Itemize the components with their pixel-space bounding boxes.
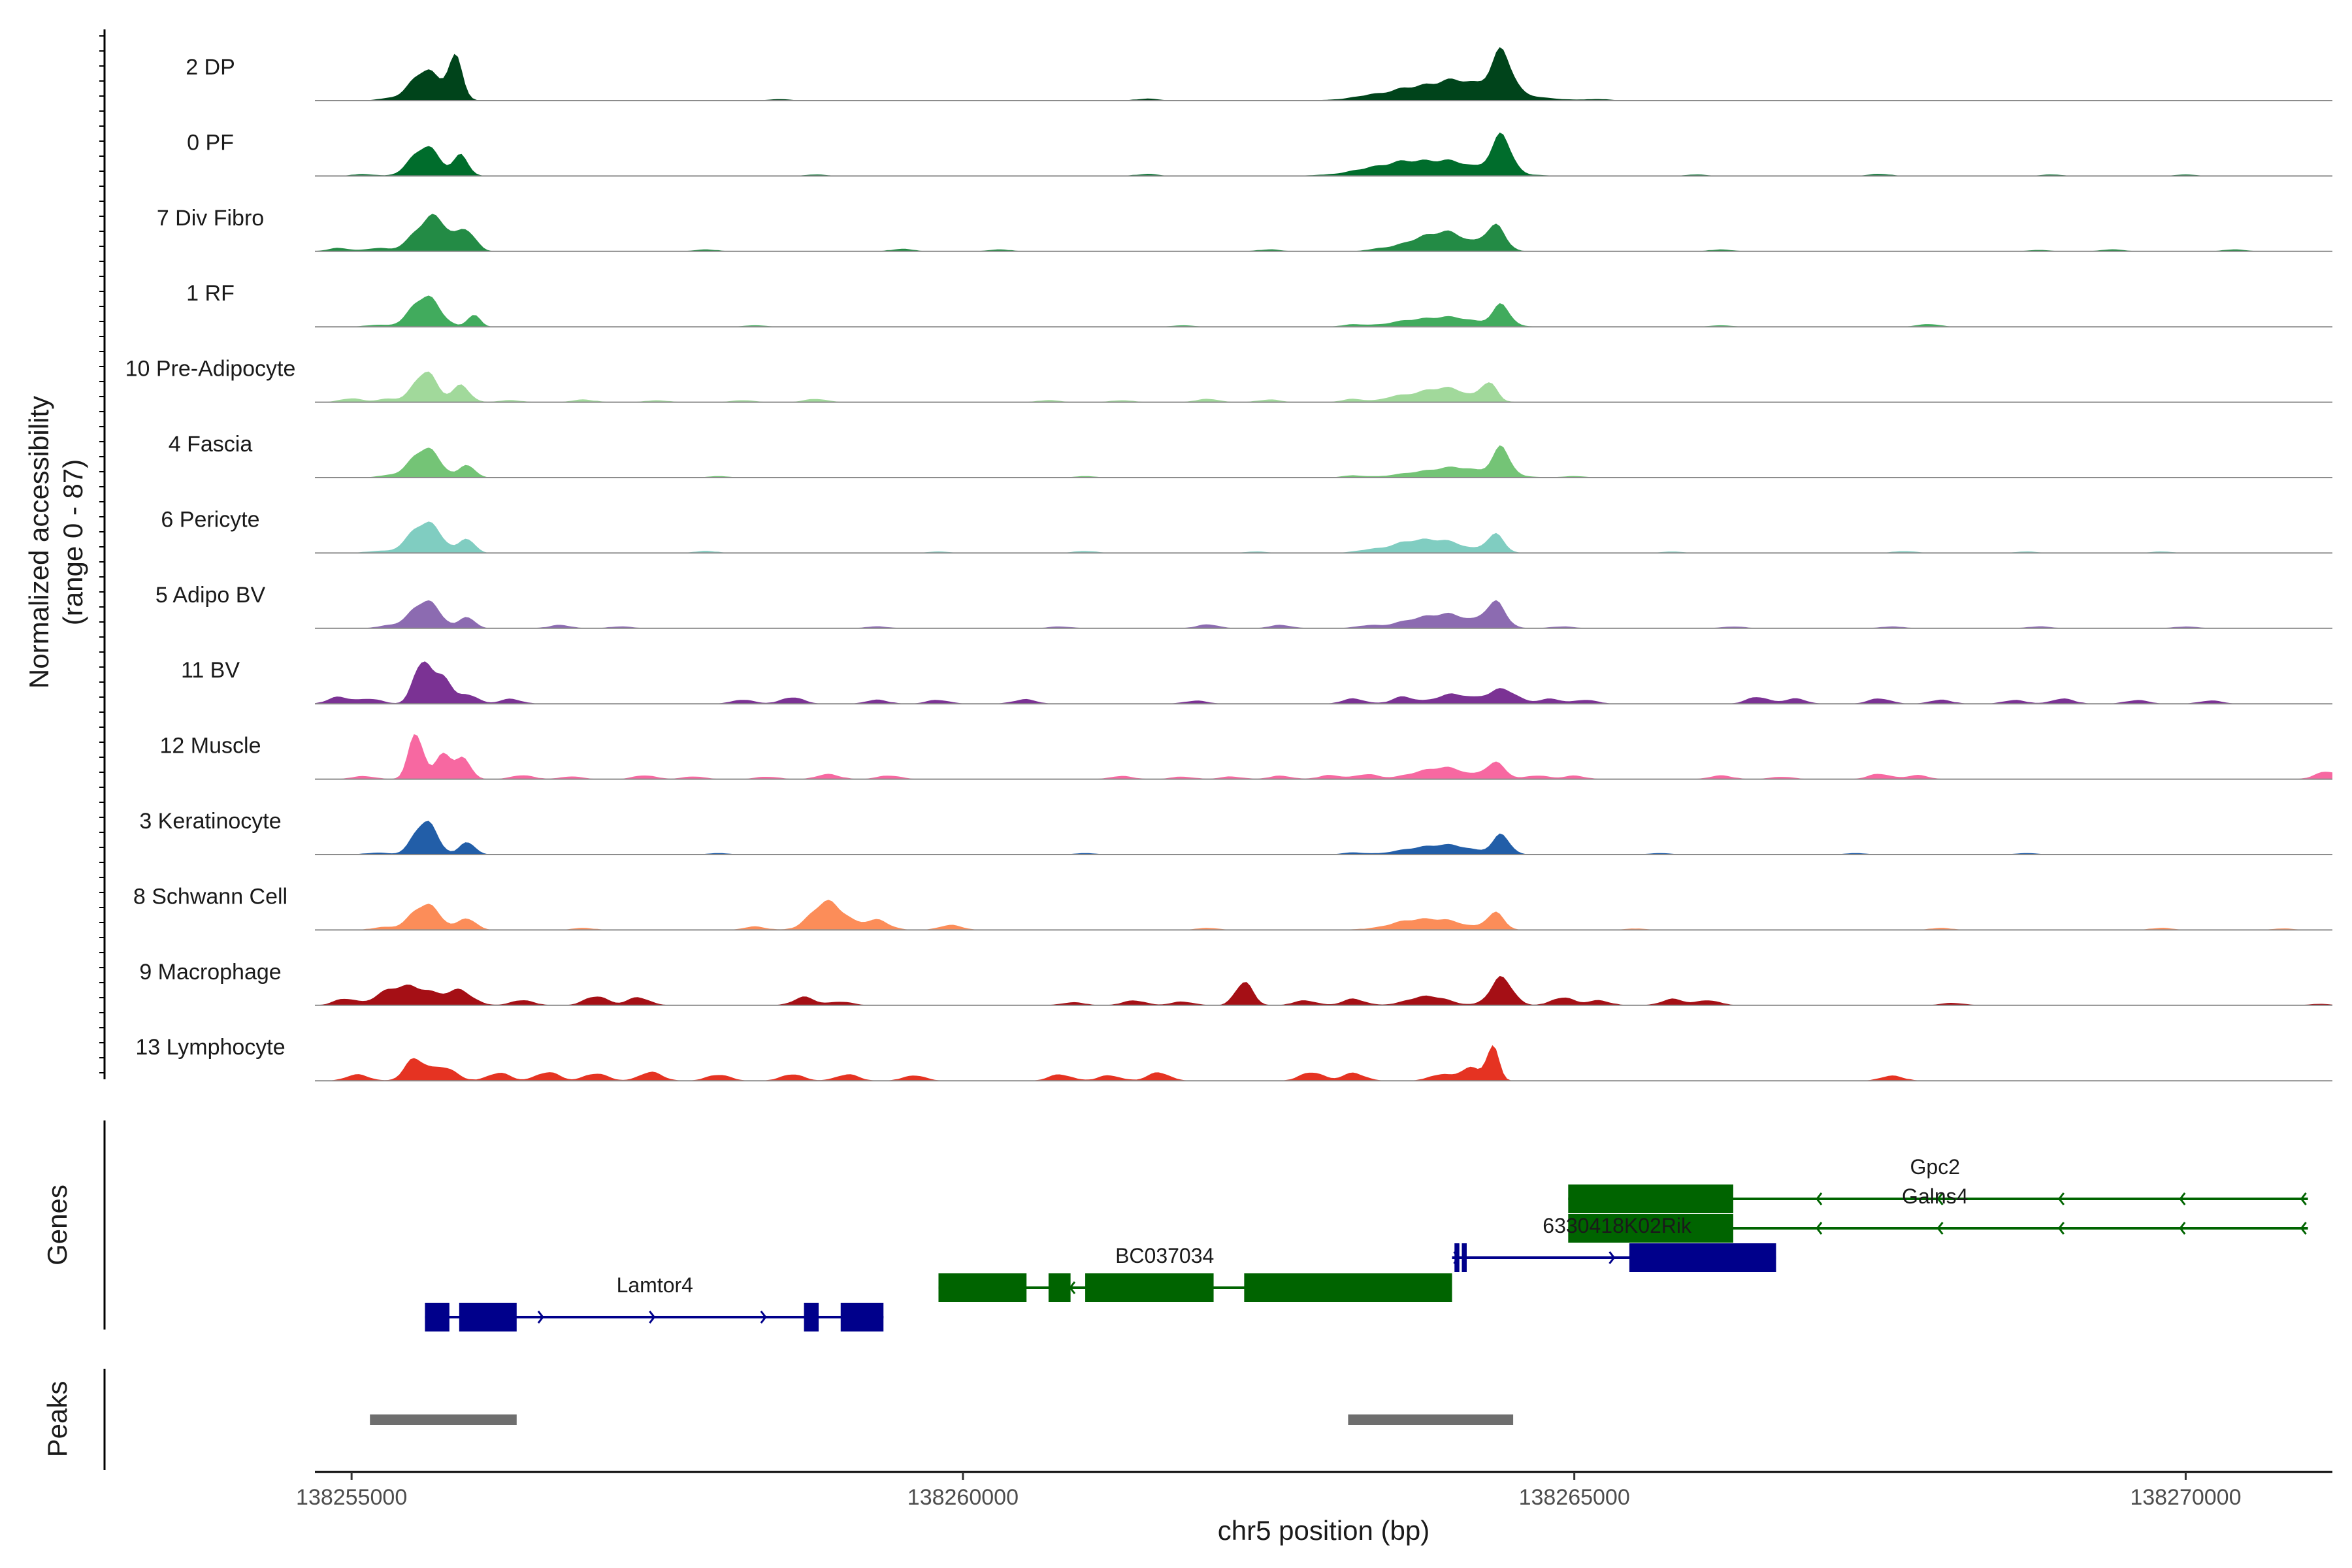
strand-arrow	[649, 1311, 656, 1324]
strand-arrow	[1936, 1222, 1944, 1235]
track-label: 5 Adipo BV	[155, 583, 266, 608]
coverage-area	[315, 975, 2332, 1005]
coverage-y-axis	[99, 29, 106, 1079]
strand-arrow	[2057, 1192, 2065, 1205]
track-4-fascia: 4 Fascia	[169, 432, 2332, 478]
gene-exon	[1629, 1243, 1776, 1272]
y-axis-title-line1: Normalized accessibility	[24, 396, 54, 689]
coverage-area	[315, 47, 2332, 101]
track-label: 7 Div Fibro	[157, 206, 264, 231]
strand-arrow	[2057, 1222, 2065, 1235]
track-label: 3 Keratinocyte	[139, 809, 281, 834]
peaks-panel: Peaks	[42, 1369, 1514, 1470]
track-label: 10 Pre-Adipocyte	[125, 357, 296, 382]
gene-exon	[1048, 1273, 1071, 1302]
gene-label: BC037034	[1115, 1244, 1214, 1267]
strand-arrow	[2179, 1222, 2186, 1235]
genes-panel: Genes Gpc2 Galns4 6330418K02Rik BC037034 Lam…	[42, 1120, 2308, 1331]
track-3-keratinocyte: 3 Keratinocyte	[139, 809, 2332, 855]
coverage-tracks: 2 DP 0 PF 7 Div Fibro 1 RF 10 Pre-Adipocyte 4…	[125, 47, 2332, 1082]
track-label: 9 Macrophage	[139, 960, 281, 985]
x-tick-label: 138255000	[296, 1485, 407, 1510]
track-2-dp: 2 DP	[186, 47, 2332, 101]
gene-exon	[938, 1273, 1027, 1302]
track-13-lymphocyte: 13 Lymphocyte	[135, 1035, 2332, 1082]
gene-gpc2: Gpc2	[1568, 1155, 2308, 1213]
coverage-area	[315, 445, 2332, 478]
track-1-rf: 1 RF	[186, 281, 2332, 328]
gene-label: Lamtor4	[617, 1273, 693, 1297]
track-label: 12 Muscle	[160, 734, 261, 759]
x-tick-label: 138265000	[1519, 1485, 1630, 1510]
coverage-area	[315, 295, 2332, 327]
coverage-area	[315, 661, 2332, 704]
coverage-area	[315, 900, 2332, 930]
gene-lamtor4: Lamtor4	[425, 1273, 884, 1331]
peak-region-bar	[370, 1414, 517, 1425]
gene-exon	[840, 1303, 884, 1331]
track-7-div-fibro: 7 Div Fibro	[157, 206, 2332, 252]
track-label: 6 Pericyte	[161, 507, 259, 532]
gene-label: Galns4	[1902, 1184, 1968, 1208]
gene-bc037034: BC037034	[938, 1244, 1452, 1302]
gene-exon	[1454, 1243, 1460, 1272]
peak-regions	[370, 1414, 1514, 1425]
gene-label: 6330418K02Rik	[1543, 1214, 1692, 1237]
y-axis-title: Normalized accessibility (range 0 - 87)	[24, 396, 88, 689]
peak-region-bar	[1348, 1414, 1514, 1425]
x-axis-title: chr5 position (bp)	[1218, 1515, 1430, 1546]
track-label: 1 RF	[186, 281, 235, 306]
coverage-area	[315, 214, 2332, 252]
strand-arrow	[2300, 1192, 2307, 1205]
coverage-area	[315, 734, 2332, 779]
strand-arrow	[537, 1311, 544, 1324]
gene-exon	[1462, 1243, 1467, 1272]
gene-exon	[1568, 1214, 1733, 1243]
track-9-macrophage: 9 Macrophage	[139, 960, 2332, 1006]
peaks-panel-label: Peaks	[42, 1381, 73, 1458]
strand-arrow	[1816, 1222, 1823, 1235]
strand-arrow	[2300, 1222, 2307, 1235]
track-label: 11 BV	[181, 658, 240, 683]
track-label: 13 Lymphocyte	[135, 1035, 285, 1060]
coverage-area	[315, 600, 2332, 629]
strand-arrow	[1609, 1251, 1616, 1264]
x-axis: 138255000 138260000 138265000 138270000	[296, 1471, 2332, 1510]
gene-models: Gpc2 Galns4 6330418K02Rik BC037034 Lamtor4	[425, 1155, 2308, 1331]
coverage-area	[315, 821, 2332, 855]
x-tick-label: 138260000	[907, 1485, 1019, 1510]
gene-exon	[425, 1303, 449, 1331]
x-tick-label: 138270000	[2130, 1485, 2241, 1510]
gene-label: Gpc2	[1910, 1155, 1960, 1179]
track-label: 8 Schwann Cell	[133, 884, 287, 909]
strand-arrow	[1816, 1192, 1823, 1205]
track-8-schwann-cell: 8 Schwann Cell	[133, 884, 2332, 931]
track-0-pf: 0 PF	[187, 130, 2332, 177]
gene-exon	[1568, 1184, 1733, 1213]
gene-exon	[459, 1303, 517, 1331]
track-label: 2 DP	[186, 55, 235, 80]
gene-exon	[1244, 1273, 1452, 1302]
y-axis-title-line2: (range 0 - 87)	[57, 459, 88, 625]
coverage-area	[315, 1045, 2332, 1081]
coverage-area	[315, 521, 2332, 553]
genes-panel-label: Genes	[42, 1184, 73, 1266]
coverage-area	[315, 132, 2332, 176]
strand-arrow	[1936, 1192, 1944, 1205]
gene-exon	[1085, 1273, 1214, 1302]
track-label: 4 Fascia	[169, 432, 253, 457]
strand-arrow	[760, 1311, 767, 1324]
track-6-pericyte: 6 Pericyte	[161, 507, 2332, 554]
gene-exon	[804, 1303, 819, 1331]
gene-galns4: Galns4	[1568, 1184, 2308, 1243]
track-12-muscle: 12 Muscle	[160, 734, 2332, 780]
track-5-adipo-bv: 5 Adipo BV	[155, 583, 2332, 629]
strand-arrow	[2179, 1192, 2186, 1205]
track-10-pre-adipocyte: 10 Pre-Adipocyte	[125, 357, 2332, 403]
track-11-bv: 11 BV	[181, 658, 2332, 705]
track-label: 0 PF	[187, 130, 234, 155]
coverage-area	[315, 371, 2332, 402]
gene-6330418k02rik: 6330418K02Rik	[1452, 1214, 1776, 1272]
